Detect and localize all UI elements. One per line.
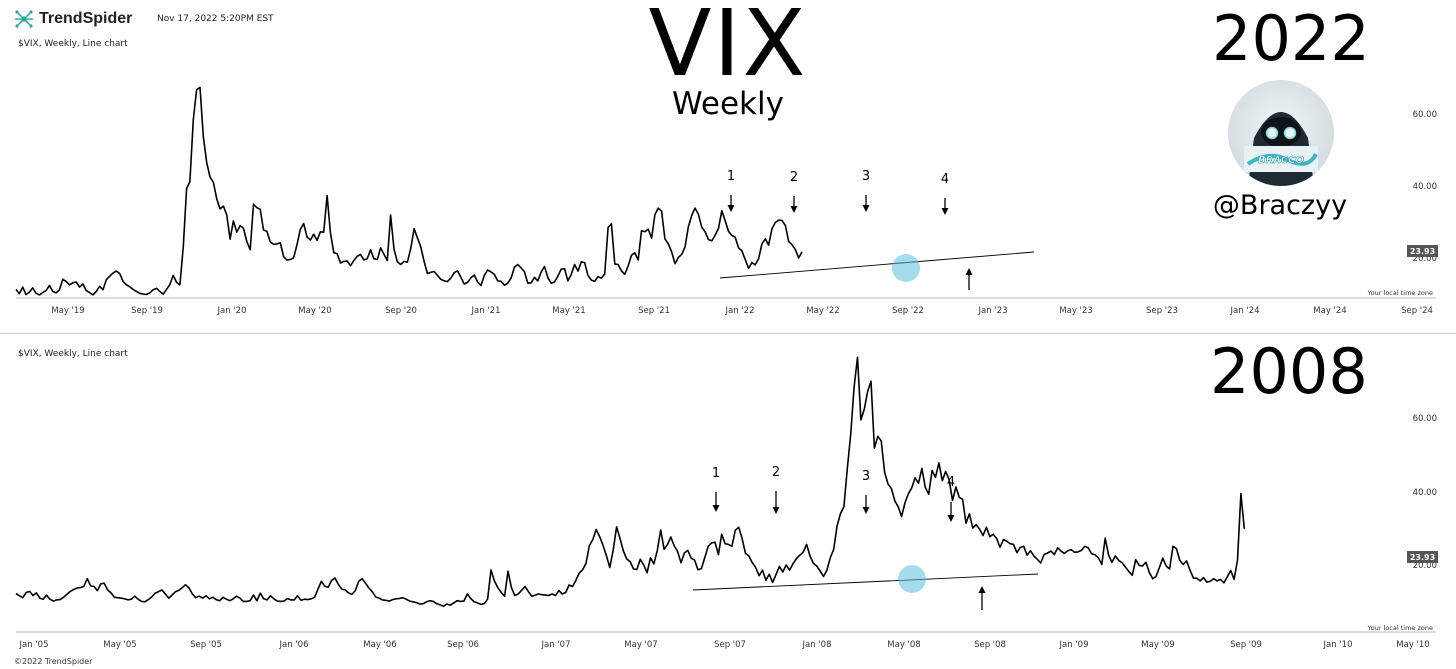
hooded-figure-avatar-icon: BRACCO xyxy=(1228,80,1334,186)
x-tick-label: May '08 xyxy=(887,640,920,650)
x-tick-label: May '09 xyxy=(1141,640,1174,650)
chart-lines xyxy=(15,356,1246,608)
y-tick-label: 20.00 xyxy=(1413,561,1437,571)
x-tick-label: Jan '06 xyxy=(279,640,309,650)
x-tick-label: Sep '22 xyxy=(892,306,924,316)
x-tick-label: Sep '05 xyxy=(190,640,222,650)
page-title: VIX xyxy=(648,0,808,97)
annotation-number: 4 xyxy=(941,172,949,187)
x-tick-label: May '23 xyxy=(1059,306,1092,316)
vix-chart-2022: May '19 Sep '19 Jan '20 May '20 Sep '20 Jan '… xyxy=(15,86,1438,316)
x-tick-label: Jan '10 xyxy=(1323,640,1353,650)
last-price-badge: 23.93 xyxy=(1410,553,1435,562)
x-tick-label: May '20 xyxy=(298,306,331,316)
annotation-number: 1 xyxy=(712,466,720,481)
y-tick-label: 40.00 xyxy=(1413,488,1437,498)
spider-logo-icon xyxy=(15,10,33,28)
brand-name: TrendSpider xyxy=(39,10,133,27)
down-arrow-icon xyxy=(772,507,780,514)
chart-divider xyxy=(0,333,1456,334)
chart-xaxis: May '19 Sep '19 Jan '20 May '20 Sep '20 Jan '… xyxy=(16,297,1436,316)
chart-lines xyxy=(15,86,1035,296)
down-arrow-icon xyxy=(727,205,735,212)
up-arrow-icon xyxy=(978,586,986,593)
chart-label-top: $VIX, Weekly, Line chart xyxy=(18,39,128,49)
x-tick-label: May '24 xyxy=(1313,306,1346,316)
x-tick-label: May '07 xyxy=(624,640,657,650)
x-tick-label: Jan '08 xyxy=(802,640,832,650)
avatar: BRACCO xyxy=(1228,80,1334,186)
twitter-handle: @Braczyy xyxy=(1212,190,1348,221)
annotation-number: 2 xyxy=(772,465,780,480)
x-tick-label: Sep '06 xyxy=(447,640,479,650)
annotation-number: 1 xyxy=(727,169,735,184)
support-trendline xyxy=(719,251,1035,279)
y-tick-label: 60.00 xyxy=(1413,414,1437,424)
vix-series-line xyxy=(15,86,803,296)
x-tick-label: Jan '21 xyxy=(471,306,501,316)
down-arrow-icon xyxy=(790,206,798,213)
x-tick-label: Sep '08 xyxy=(974,640,1006,650)
x-tick-label: May '19 xyxy=(51,306,84,316)
price-badge-bg xyxy=(1407,245,1438,257)
chart-annotations: 1 2 3 4 xyxy=(712,465,986,610)
down-arrow-icon xyxy=(712,505,720,512)
annotation-number: 3 xyxy=(862,469,870,484)
x-tick-label: Jan '23 xyxy=(978,306,1008,316)
x-tick-label: Jan '24 xyxy=(1230,306,1260,316)
chart-label-bottom: $VIX, Weekly, Line chart xyxy=(18,349,128,359)
x-tick-label: May '06 xyxy=(363,640,396,650)
x-tick-label: Jan '09 xyxy=(1059,640,1089,650)
chart-xaxis: Jan '05 May '05 Sep '05 Jan '06 May '06 Sep '… xyxy=(16,631,1436,650)
x-tick-label: Sep '09 xyxy=(1230,640,1262,650)
avatar-text: BRACCO xyxy=(1258,155,1304,166)
copyright: ©2022 TrendSpider xyxy=(14,657,93,666)
x-tick-label: Sep '19 xyxy=(131,306,163,316)
chart-annotations: 1 2 3 4 xyxy=(727,169,973,290)
price-badge-bg xyxy=(1407,551,1438,563)
y-tick-label: 60.00 xyxy=(1413,110,1437,120)
trendspider-logo: TrendSpider xyxy=(14,9,132,29)
vix-series-line xyxy=(15,356,1246,608)
year-label-top: 2022 xyxy=(1212,2,1370,75)
annotation-number: 3 xyxy=(862,169,870,184)
down-arrow-icon xyxy=(947,515,955,522)
x-tick-label: May '22 xyxy=(806,306,839,316)
down-arrow-icon xyxy=(862,205,870,212)
x-tick-label: May '21 xyxy=(552,306,585,316)
annotation-number: 2 xyxy=(790,170,798,185)
highlight-circle xyxy=(892,254,920,282)
x-tick-label: Sep '21 xyxy=(638,306,670,316)
x-tick-label: Jan '20 xyxy=(217,306,247,316)
x-tick-label: Jan '07 xyxy=(541,640,571,650)
support-trendline xyxy=(692,573,1039,591)
year-label-bottom: 2008 xyxy=(1210,335,1368,408)
x-tick-label: Sep '24 xyxy=(1401,306,1433,316)
y-tick-label: 40.00 xyxy=(1413,182,1437,192)
x-tick-label: Jan '05 xyxy=(19,640,49,650)
x-tick-label: Sep '07 xyxy=(714,640,746,650)
last-price-badge: 23.93 xyxy=(1410,247,1435,256)
x-tick-label: Sep '20 xyxy=(385,306,417,316)
highlight-circle xyxy=(898,565,926,593)
annotation-number: 4 xyxy=(947,475,955,490)
page-subtitle: Weekly xyxy=(672,86,784,122)
timezone-note: Your local time zone xyxy=(1367,624,1433,632)
x-tick-label: Sep '23 xyxy=(1146,306,1178,316)
timestamp: Nov 17, 2022 5:20PM EST xyxy=(157,14,274,24)
y-tick-label: 20.00 xyxy=(1413,254,1437,264)
chart-yaxis: 60.00 40.00 20.00 xyxy=(1413,414,1437,571)
x-tick-label: May '05 xyxy=(103,640,136,650)
up-arrow-icon xyxy=(965,268,973,275)
chart-yaxis: 60.00 40.00 20.00 xyxy=(1413,110,1437,264)
down-arrow-icon xyxy=(941,208,949,215)
x-tick-label: Jan '22 xyxy=(725,306,755,316)
x-tick-label: May '10 xyxy=(1396,640,1429,650)
timezone-note: Your local time zone xyxy=(1367,289,1433,297)
down-arrow-icon xyxy=(862,507,870,514)
